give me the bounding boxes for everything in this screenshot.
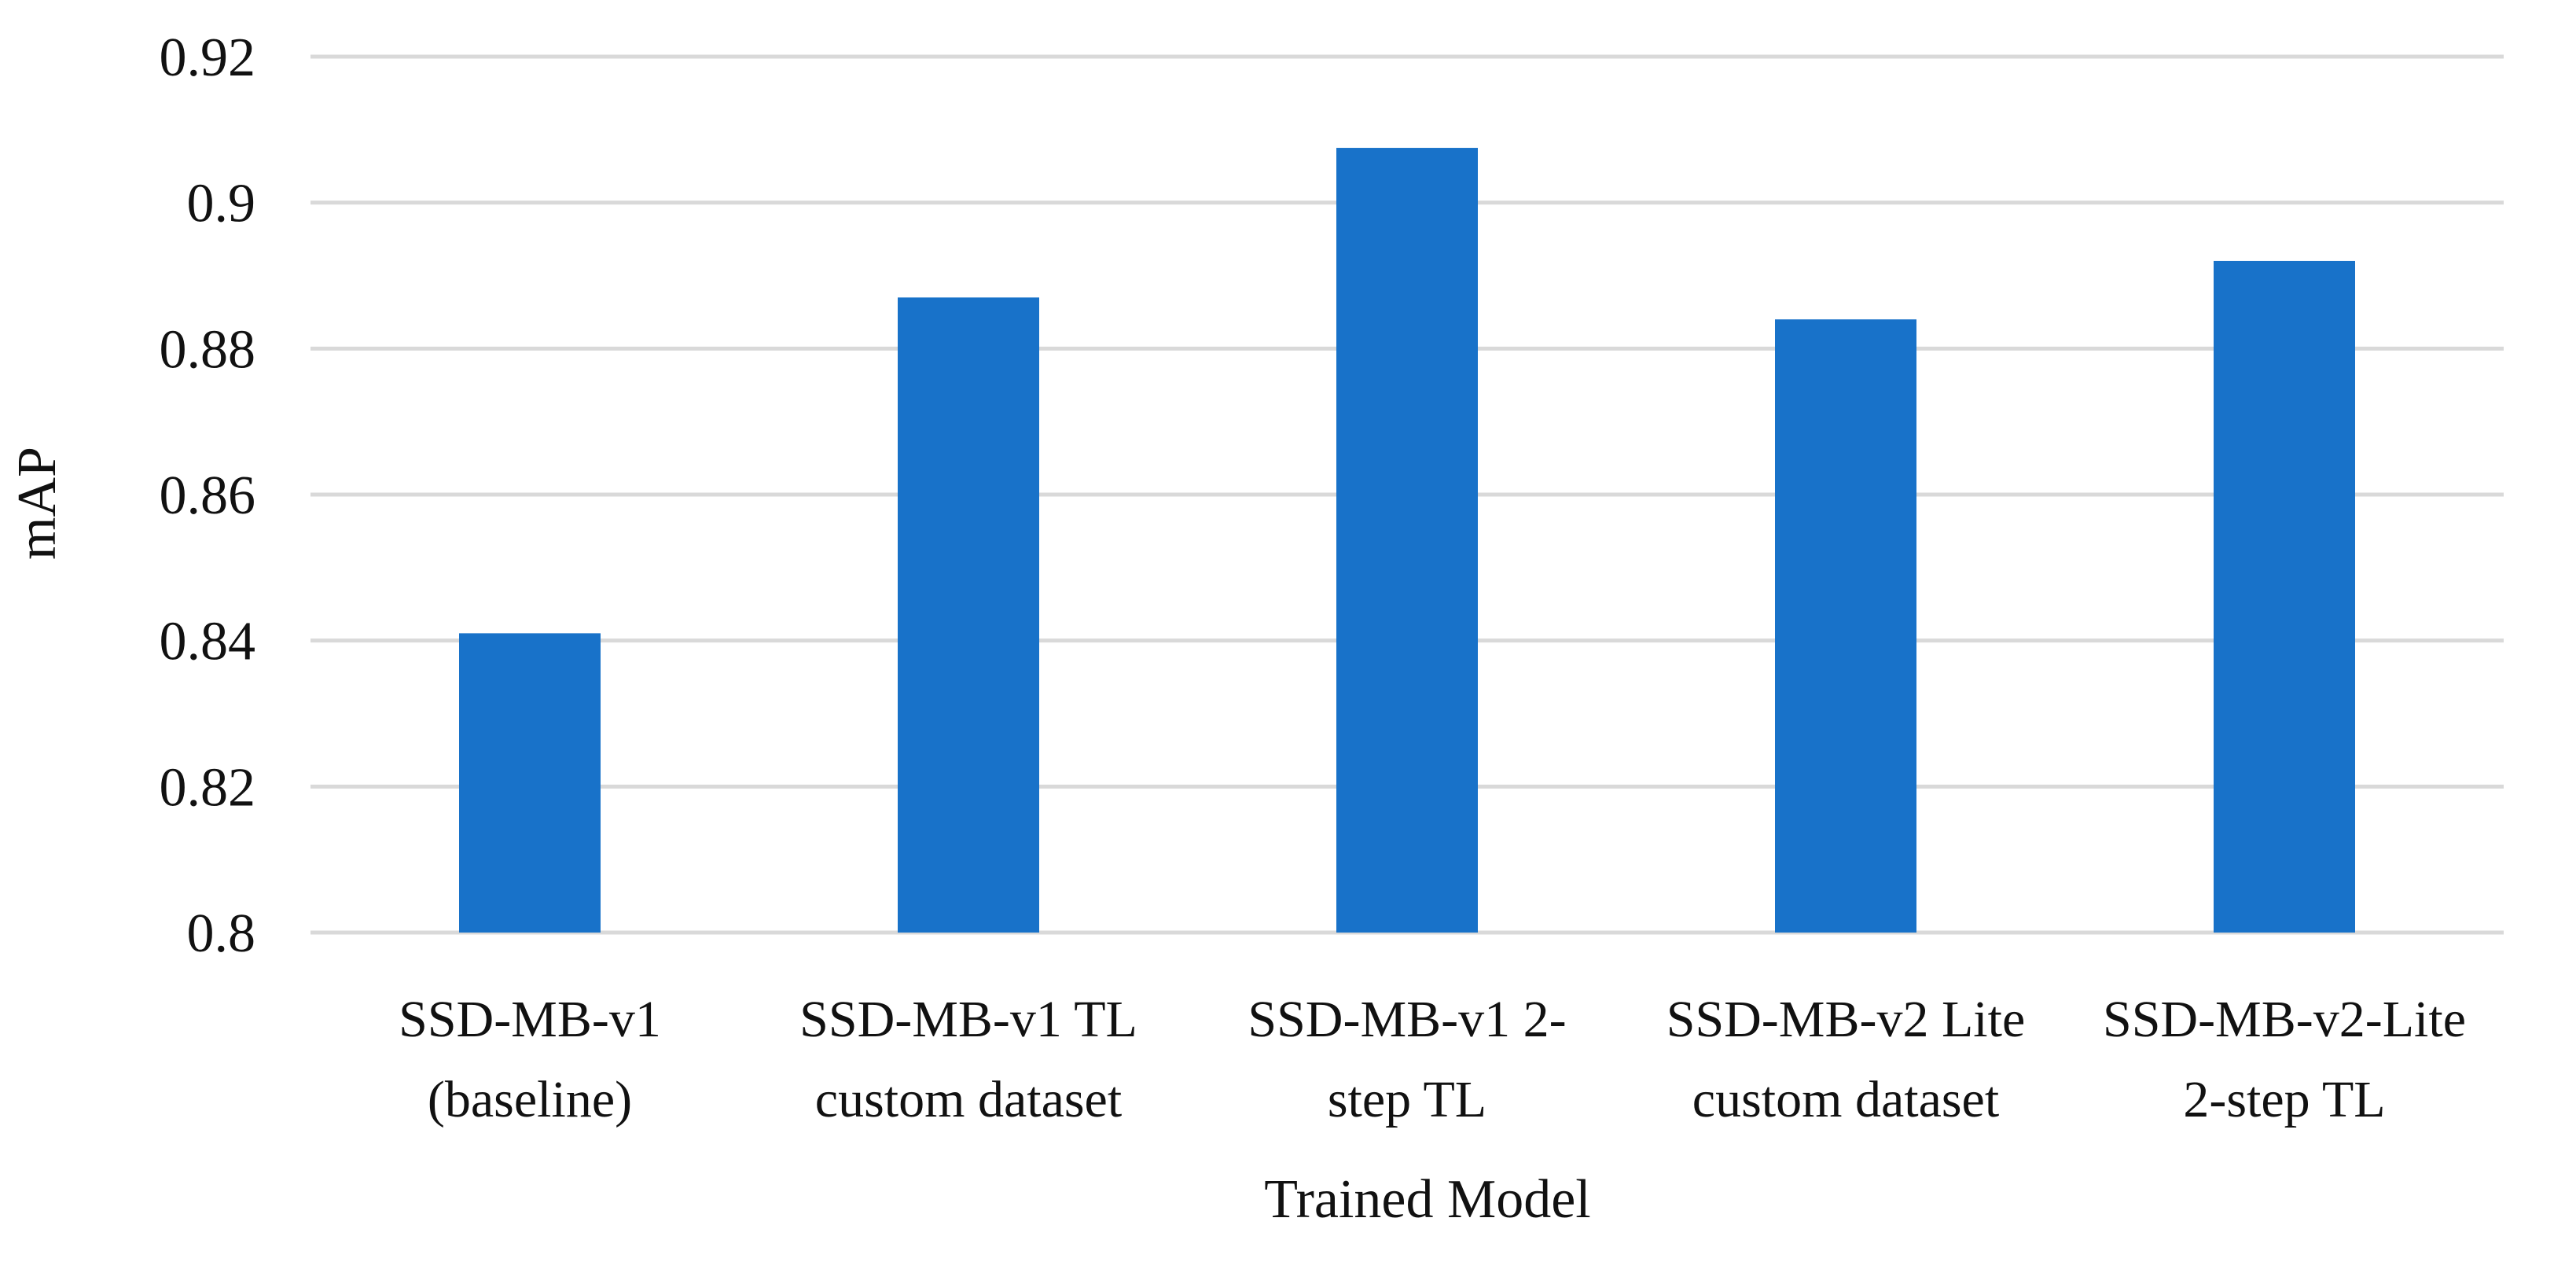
y-tick-label: 0.82: [160, 757, 256, 818]
x-category-label: custom dataset: [815, 1071, 1122, 1128]
bar: [898, 297, 1039, 933]
x-category-label: 2-step TL: [2183, 1071, 2385, 1128]
x-category-label: SSD-MB-v1 TL: [799, 991, 1137, 1048]
x-category-label: SSD-MB-v1 2-: [1248, 991, 1566, 1048]
y-tick-label: 0.9: [187, 174, 256, 234]
x-category-label: SSD-MB-v2-Lite: [2103, 991, 2466, 1048]
y-tick-label: 0.88: [160, 319, 256, 380]
y-tick-label: 0.92: [160, 28, 256, 88]
x-category-label: step TL: [1328, 1071, 1486, 1128]
x-axis-title: Trained Model: [1264, 1169, 1590, 1230]
bar: [459, 633, 601, 933]
x-category-label: (baseline): [428, 1071, 632, 1128]
bar: [2214, 260, 2355, 933]
y-axis-ticks: 0.8 0.82 0.84 0.86 0.88 0.9 0.92: [160, 28, 256, 964]
y-tick-label: 0.86: [160, 465, 256, 526]
x-category-label: custom dataset: [1692, 1071, 1999, 1128]
bars: [459, 148, 2355, 933]
bar: [1775, 319, 1916, 933]
bar: [1336, 148, 1478, 933]
x-category-label: SSD-MB-v1: [399, 991, 661, 1048]
y-tick-label: 0.84: [160, 612, 256, 672]
y-tick-label: 0.8: [187, 903, 256, 964]
x-category-label: SSD-MB-v2 Lite: [1666, 991, 2026, 1048]
y-axis-title: mAP: [7, 447, 68, 560]
x-axis-categories: SSD-MB-v1 (baseline) SSD-MB-v1 TL custom da…: [399, 991, 2466, 1128]
